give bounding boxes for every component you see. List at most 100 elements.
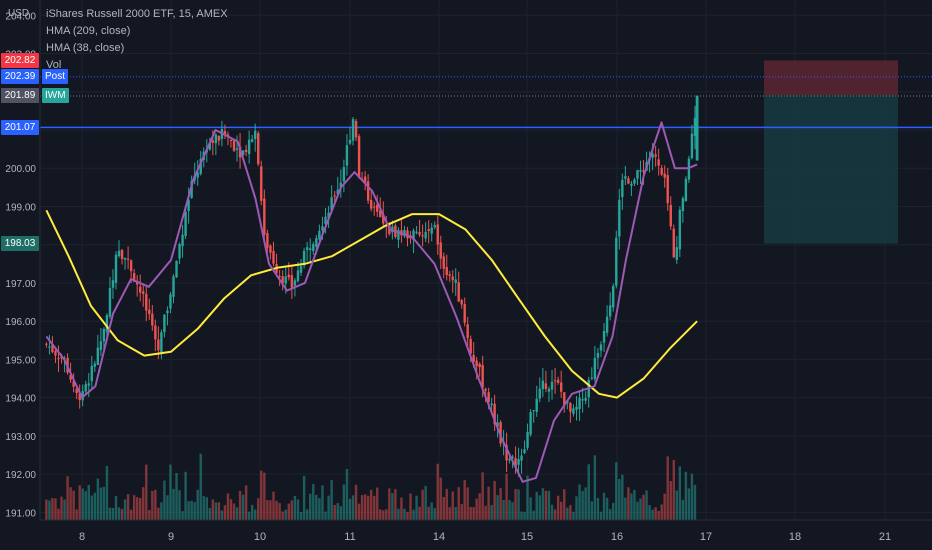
candle-body xyxy=(302,250,306,266)
volume-bar xyxy=(163,480,166,520)
candle-body xyxy=(263,198,266,235)
volume-bar xyxy=(78,485,81,520)
candle-body xyxy=(293,280,297,286)
candle-body xyxy=(511,456,514,459)
candle-body xyxy=(541,380,545,390)
candle-body xyxy=(166,310,169,314)
volume-bar xyxy=(139,498,142,520)
y-tick-label: 192.00 xyxy=(5,470,36,481)
candle-body xyxy=(132,273,136,282)
candle-body xyxy=(72,381,75,387)
volume-bar xyxy=(272,491,275,520)
volume-bar xyxy=(217,502,221,520)
volume-bar xyxy=(382,510,385,520)
volume-bar xyxy=(508,500,511,520)
candle-body xyxy=(217,135,221,141)
volume-bar xyxy=(148,509,151,520)
symbol-title[interactable]: iShares Russell 2000 ETF, 15, AMEX xyxy=(46,8,228,20)
candle-body xyxy=(172,276,175,297)
candle-body xyxy=(187,199,190,211)
volume-bar xyxy=(244,485,248,520)
candle-body xyxy=(496,422,499,427)
candle-body xyxy=(54,351,57,356)
candle-body xyxy=(442,256,445,269)
candle-body xyxy=(333,195,336,197)
indicator-volume[interactable]: Vol xyxy=(46,59,62,71)
volume-bar xyxy=(99,487,103,520)
candle-body xyxy=(117,250,121,257)
x-tick-label: 8 xyxy=(79,531,85,543)
candle-body xyxy=(630,183,633,186)
volume-bar xyxy=(636,501,639,520)
candle-body xyxy=(472,354,475,362)
volume-bar xyxy=(397,508,400,520)
volume-bar xyxy=(566,507,569,520)
candle-body xyxy=(556,379,560,383)
candle-body xyxy=(636,169,639,179)
candle-body xyxy=(427,229,430,231)
volume-bar xyxy=(672,460,675,520)
candle-body xyxy=(535,398,538,412)
volume-bar xyxy=(324,511,327,520)
volume-bar xyxy=(51,498,54,520)
volume-bar xyxy=(202,496,205,520)
candle-body xyxy=(627,178,630,184)
volume-bar xyxy=(376,487,379,520)
candle-body xyxy=(278,275,281,277)
candle-body xyxy=(654,154,657,157)
volume-bar xyxy=(145,464,148,520)
candle-body xyxy=(675,247,679,260)
candle-body xyxy=(272,251,275,264)
candle-body xyxy=(126,258,130,260)
candle-body xyxy=(241,150,245,155)
volume-bar xyxy=(550,504,554,520)
candle-body xyxy=(114,254,118,283)
candle-body xyxy=(290,275,294,288)
indicator-hma209[interactable]: HMA (209, close) xyxy=(46,25,131,37)
volume-bar xyxy=(90,495,93,520)
volume-bar xyxy=(157,507,160,520)
volume-bar xyxy=(684,471,688,520)
volume-bar xyxy=(354,484,358,520)
candle-body xyxy=(57,358,60,360)
candle-body xyxy=(657,159,660,166)
candle-body xyxy=(169,294,172,309)
candle-body xyxy=(321,226,324,231)
volume-bar xyxy=(232,503,236,520)
volume-bar xyxy=(581,490,584,520)
volume-bar xyxy=(96,478,100,520)
volume-bar xyxy=(538,495,541,520)
volume-bar xyxy=(457,487,460,520)
x-tick-label: 11 xyxy=(344,531,355,543)
candle-body xyxy=(642,170,645,172)
candle-body xyxy=(373,206,376,208)
candle-body xyxy=(684,178,688,202)
volume-bar xyxy=(108,507,112,520)
y-tick-label: 197.00 xyxy=(5,279,36,290)
candle-body xyxy=(578,397,581,409)
volume-bar xyxy=(342,484,346,520)
candle-body xyxy=(484,388,487,391)
candle-body xyxy=(618,199,621,237)
candle-body xyxy=(336,189,339,195)
volume-bar xyxy=(645,490,648,520)
candle-body xyxy=(681,198,685,212)
volume-bar xyxy=(678,466,682,520)
candle-body xyxy=(142,291,145,294)
currency-label: USD xyxy=(8,8,30,19)
indicator-hma38[interactable]: HMA (38, close) xyxy=(46,42,125,54)
volume-bar xyxy=(123,499,127,520)
volume-bar xyxy=(66,476,69,520)
candle-body xyxy=(379,210,382,218)
candle-body xyxy=(111,280,115,288)
candle-body xyxy=(382,214,385,224)
candle-body xyxy=(208,142,212,150)
volume-bar xyxy=(369,489,373,520)
candle-body xyxy=(175,260,178,278)
volume-bar xyxy=(315,494,318,520)
price-tag: 202.82 xyxy=(1,52,39,68)
volume-bar xyxy=(553,509,557,520)
volume-bar xyxy=(454,507,457,520)
x-tick-label: 9 xyxy=(168,531,174,543)
